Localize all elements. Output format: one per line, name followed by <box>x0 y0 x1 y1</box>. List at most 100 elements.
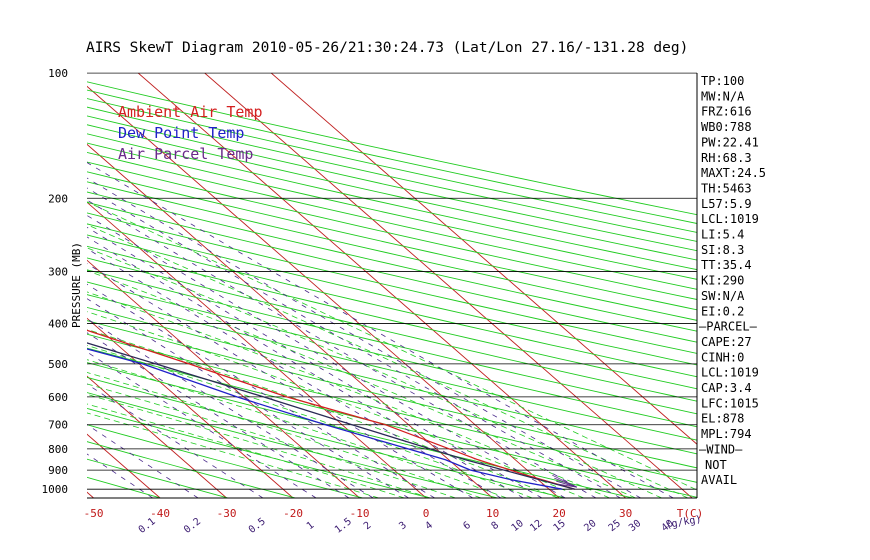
moist-adiabat-line <box>87 247 662 498</box>
chart-title: AIRS SkewT Diagram 2010-05-26/21:30:24.7… <box>86 40 688 56</box>
index-entry: LCL:1019 <box>701 212 759 226</box>
index-entry: CINH:0 <box>701 350 744 364</box>
moist-adiabat-line <box>87 345 533 498</box>
dry-adiabat-line <box>87 142 697 280</box>
moist-adiabat-line <box>87 371 482 498</box>
isotherm-line <box>137 73 626 498</box>
bottom-temp-tick-label: -30 <box>217 507 237 520</box>
isotherm-line <box>87 85 560 498</box>
x-axis-label: T(C) <box>677 507 704 520</box>
dry-adiabat-line <box>87 281 697 428</box>
moist-adiabat-line <box>87 403 405 498</box>
series-line <box>87 329 576 490</box>
index-entry: TP:100 <box>701 74 744 88</box>
moist-adiabat-line <box>87 311 584 498</box>
surface-marker <box>556 480 578 488</box>
moist-adiabat-line <box>87 359 507 498</box>
dry-adiabat-line <box>87 306 697 455</box>
index-entry: LI:5.4 <box>701 228 744 242</box>
index-entry: EI:0.2 <box>701 304 744 318</box>
pressure-tick-label: 300 <box>48 266 68 279</box>
isotherm-line <box>87 143 493 498</box>
pressure-tick-label: 500 <box>48 358 68 371</box>
mixing-ratio-tick-label: 30 <box>627 518 643 534</box>
mixing-ratio-tick-label: 25 <box>607 518 623 534</box>
pressure-tick-label: 700 <box>48 419 68 432</box>
pressure-tick-label: 600 <box>48 391 68 404</box>
dry-adiabat-line <box>87 191 697 332</box>
legend-entry: Ambient Air Temp <box>118 103 263 121</box>
pressure-tick-label: 200 <box>48 192 68 205</box>
moist-adiabat-line <box>87 412 379 498</box>
index-entry: L57:5.9 <box>701 197 752 211</box>
mixing-ratio-tick-label: 15 <box>552 518 568 534</box>
mixing-ratio-tick-label: 10 <box>510 518 526 534</box>
legend-entry: Dew Point Temp <box>118 124 244 142</box>
mixing-ratio-tick-label: 8 <box>490 520 502 532</box>
index-entry: WB0:788 <box>701 120 752 134</box>
index-entry: MPL:794 <box>701 427 752 441</box>
index-entry: FRZ:616 <box>701 105 752 119</box>
y-axis-label: PRESSURE (MB) <box>70 242 83 328</box>
dry-adiabat-line <box>87 424 364 498</box>
bottom-temp-tick-label: 10 <box>486 507 499 520</box>
dry-adiabat-line <box>87 171 697 311</box>
moist-adiabat-line <box>87 393 431 498</box>
index-entry: AVAIL <box>701 473 737 487</box>
legend-entry: Air Parcel Temp <box>118 145 253 163</box>
dry-adiabat-line <box>87 333 697 483</box>
index-entry: MW:N/A <box>701 89 745 103</box>
dry-adiabat-line <box>87 347 697 498</box>
isotherm-line <box>87 201 427 498</box>
index-entry: SI:8.3 <box>701 243 744 257</box>
bottom-temp-tick-label: -10 <box>350 507 370 520</box>
mixing-ratio-unit-label: (g/kg) <box>665 514 702 531</box>
bottom-temp-tick-label: 30 <box>619 507 632 520</box>
pressure-tick-label: 400 <box>48 318 68 331</box>
dry-adiabat-line <box>87 407 431 498</box>
bottom-temp-tick-label: 0 <box>423 507 430 520</box>
mixing-ratio-tick-label: 20 <box>582 518 598 534</box>
moist-adiabat-line <box>87 224 689 498</box>
sounding-profiles <box>87 329 578 490</box>
dry-adiabat-line <box>87 294 697 441</box>
dry-adiabat-line <box>87 362 633 498</box>
mixing-ratio-line <box>87 187 621 498</box>
dry-adiabat-line <box>87 269 697 415</box>
bottom-temp-tick-label: 20 <box>552 507 565 520</box>
index-entry: LFC:1015 <box>701 396 759 410</box>
index-entry: LCL:1019 <box>701 366 759 380</box>
index-entry: CAP:3.4 <box>701 381 752 395</box>
dry-adiabat-line <box>87 223 697 366</box>
dry-adiabat-line <box>87 441 296 498</box>
dry-adiabat-line <box>87 392 498 498</box>
index-entry: KI:290 <box>701 274 744 288</box>
dry-adiabat-line <box>87 201 697 343</box>
dry-adiabat-line <box>87 234 697 378</box>
legend: Ambient Air Temp Dew Point Temp Air Parcel… <box>118 103 263 163</box>
surface-marker <box>558 483 577 488</box>
series-line <box>87 342 576 490</box>
isotherm-line <box>270 73 697 445</box>
index-entry: CAPE:27 <box>701 335 752 349</box>
index-entry: —PARCEL— <box>699 320 758 334</box>
moist-adiabat-line <box>87 201 697 491</box>
moist-adiabat-line <box>87 270 636 498</box>
dry-adiabat-line <box>87 115 697 252</box>
pressure-tick-label: 100 <box>48 67 68 80</box>
index-entry: TT:35.4 <box>701 258 752 272</box>
index-entry: TH:5463 <box>701 181 752 195</box>
moist-adiabat-line <box>87 383 456 498</box>
index-entry: SW:N/A <box>701 289 745 303</box>
index-entry: PW:22.41 <box>701 135 759 149</box>
series-line <box>87 348 563 490</box>
isotherm-line <box>87 317 294 498</box>
index-entry: MAXT:24.5 <box>701 166 766 180</box>
mixing-ratio-tick-label: 2 <box>362 520 374 532</box>
index-entry: —WIND— <box>699 442 743 456</box>
dry-adiabat-line <box>87 320 697 469</box>
bottom-temp-tick-label: -20 <box>283 507 303 520</box>
pressure-tick-label: 900 <box>48 464 68 477</box>
